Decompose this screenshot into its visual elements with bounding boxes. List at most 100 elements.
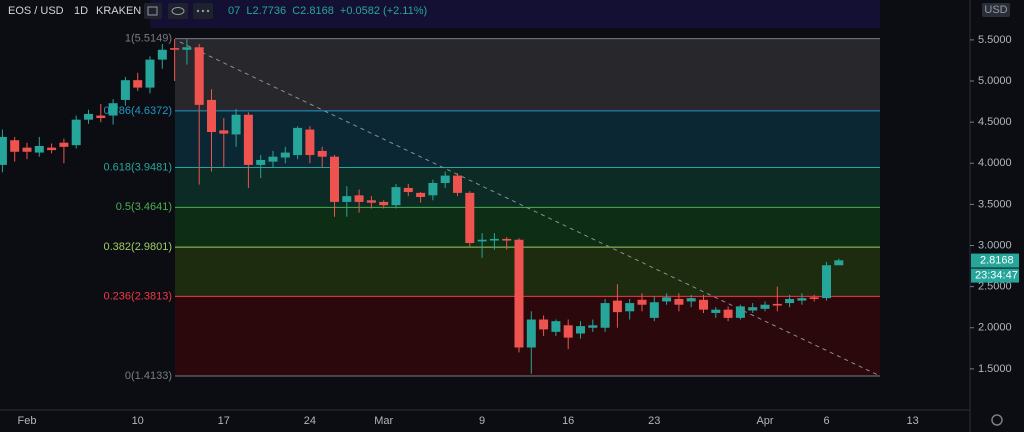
candle-body bbox=[108, 103, 118, 116]
candle-body bbox=[243, 114, 253, 165]
fib-label: 0.236(2.3813) bbox=[104, 290, 173, 302]
candle-body bbox=[600, 303, 610, 328]
symbol: EOS / USD bbox=[8, 5, 64, 17]
x-tick-label: 6 bbox=[823, 415, 829, 427]
candle-body bbox=[219, 130, 229, 134]
candle-body bbox=[268, 156, 278, 162]
candle-body bbox=[772, 303, 782, 306]
dot bbox=[206, 9, 210, 13]
candle-body bbox=[403, 187, 413, 193]
fib-label: 0.786(4.6372) bbox=[104, 105, 173, 117]
fib-retracement: 1(5.5149) 0.786(4.6372) 0.618(3.9481) 0.5(3… bbox=[104, 33, 880, 382]
currency-badge[interactable] bbox=[982, 3, 1010, 17]
candle-body bbox=[514, 239, 524, 348]
candle-body bbox=[588, 325, 598, 328]
axes: 1.5000 2.0000 2.5000 3.0000 3.5000 4.0000 4.50… bbox=[18, 34, 1019, 427]
compare-button[interactable] bbox=[144, 3, 162, 19]
y-tick-label: 2.0000 bbox=[978, 322, 1012, 334]
settings-icon[interactable] bbox=[991, 414, 1003, 426]
candle-body bbox=[391, 187, 401, 206]
fib-label: 1(5.5149) bbox=[125, 33, 172, 45]
x-tick-label: 23 bbox=[648, 415, 660, 427]
candle-body bbox=[465, 192, 475, 244]
candle-body bbox=[34, 145, 44, 153]
x-tick-label: 24 bbox=[304, 415, 316, 427]
compare-icon bbox=[147, 6, 158, 16]
visibility-button[interactable] bbox=[168, 3, 188, 19]
candle-body bbox=[576, 326, 585, 334]
candle-body bbox=[735, 306, 745, 318]
candle-body bbox=[760, 304, 770, 309]
fib-label: 0.5(3.4641) bbox=[116, 201, 172, 213]
candle-body bbox=[231, 114, 241, 135]
x-tick-label: Apr bbox=[756, 415, 773, 427]
fib-label: 0(1.4133) bbox=[125, 370, 172, 382]
candle-body bbox=[354, 195, 364, 202]
candle-body bbox=[0, 136, 7, 165]
interval: 1D bbox=[74, 5, 88, 17]
candle-body bbox=[834, 260, 844, 266]
fib-zone bbox=[175, 167, 880, 208]
candle-body bbox=[539, 319, 549, 330]
candle-body bbox=[120, 80, 130, 100]
candle-body bbox=[686, 298, 696, 302]
x-tick-label: 13 bbox=[906, 415, 918, 427]
fib-zone bbox=[175, 247, 880, 297]
candle-body bbox=[194, 47, 204, 105]
dot bbox=[196, 9, 200, 13]
candle-body bbox=[145, 59, 155, 88]
fib-zone bbox=[175, 110, 880, 168]
candle-body bbox=[59, 142, 69, 147]
candle-body bbox=[71, 119, 81, 146]
candles bbox=[0, 39, 844, 374]
price-tag-box bbox=[971, 253, 1019, 268]
candle-body bbox=[453, 175, 462, 193]
candle-body bbox=[293, 127, 303, 156]
candle-body bbox=[674, 298, 684, 305]
candle-body bbox=[809, 297, 819, 299]
fib-label: 0.382(2.9801) bbox=[104, 241, 173, 253]
price-tag: 2.8168 bbox=[980, 254, 1014, 266]
y-tick-label: 4.0000 bbox=[978, 157, 1012, 169]
candle-body bbox=[637, 299, 647, 305]
y-tick-label: 3.0000 bbox=[978, 239, 1012, 251]
candle-body bbox=[416, 192, 426, 197]
candle-body bbox=[489, 238, 499, 241]
candle-body bbox=[280, 152, 290, 158]
candle-body bbox=[748, 307, 758, 311]
candle-body bbox=[440, 175, 450, 183]
y-tick-label: 2.5000 bbox=[978, 281, 1012, 293]
x-tick-label: 17 bbox=[218, 415, 230, 427]
candle-body bbox=[10, 140, 20, 152]
candle-body bbox=[649, 302, 659, 318]
currency: USD bbox=[984, 4, 1007, 16]
y-tick-label: 3.5000 bbox=[978, 198, 1012, 210]
candle-body bbox=[785, 298, 795, 304]
candle-body bbox=[305, 129, 315, 156]
y-tick-label: 5.5000 bbox=[978, 34, 1012, 46]
y-tick-label: 1.5000 bbox=[978, 363, 1012, 375]
candle-body bbox=[797, 298, 807, 301]
countdown-box bbox=[971, 268, 1019, 283]
y-tick-label: 4.5000 bbox=[978, 116, 1012, 128]
exchange: KRAKEN bbox=[96, 5, 141, 17]
candle-body bbox=[207, 99, 216, 133]
x-tick-label: Mar bbox=[374, 415, 393, 427]
x-tick-label: Feb bbox=[18, 415, 37, 427]
fib-zone bbox=[175, 207, 880, 248]
candle-body bbox=[662, 297, 672, 302]
candle-body bbox=[133, 80, 143, 88]
candle-body bbox=[96, 115, 106, 119]
candle-body bbox=[477, 239, 487, 242]
candle-body bbox=[822, 265, 831, 299]
dot bbox=[201, 9, 205, 13]
candle-body bbox=[379, 201, 389, 206]
candle-body bbox=[723, 309, 733, 318]
x-tick-label: 9 bbox=[479, 415, 485, 427]
candle-body bbox=[342, 196, 352, 202]
top-band bbox=[150, 0, 880, 28]
candle-body bbox=[170, 48, 180, 50]
candle-body bbox=[612, 300, 622, 313]
candle-body bbox=[182, 47, 192, 50]
